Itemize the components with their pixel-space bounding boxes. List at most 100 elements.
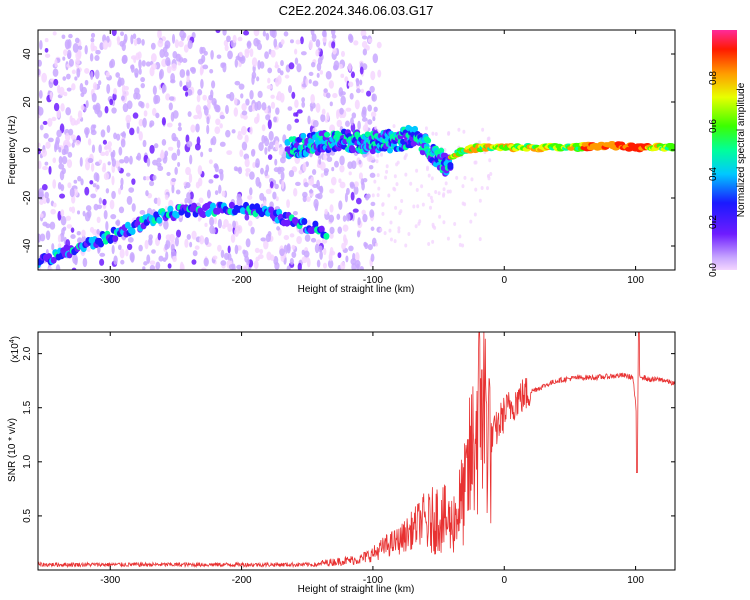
heatmap-cell (300, 36, 304, 45)
heatmap-cell (38, 233, 42, 243)
heatmap-cell (344, 192, 348, 203)
heatmap-cell (94, 55, 100, 62)
heatmap-cell (429, 195, 433, 200)
snr-y-label: SNR (10 * v/v) (7, 418, 18, 482)
heatmap-cell (146, 254, 151, 264)
heatmap-cell (217, 244, 222, 252)
heatmap-cell (263, 199, 267, 207)
heatmap-cell (447, 130, 451, 135)
heatmap-cell (249, 126, 253, 135)
heatmap-cell (118, 206, 125, 214)
heatmap-cell (138, 68, 142, 75)
heatmap-cell (146, 157, 151, 167)
heatmap-cell (67, 151, 73, 158)
heatmap-cell (273, 116, 277, 123)
x-tick-label: 100 (627, 275, 644, 286)
heatmap-cell (312, 220, 319, 228)
heatmap-cell (297, 262, 302, 270)
heatmap-cell (195, 104, 202, 115)
heatmap-cell (81, 229, 86, 237)
heatmap-cell (447, 163, 454, 170)
heatmap-cell (270, 49, 276, 58)
heatmap-cell (288, 169, 295, 178)
heatmap-cell (280, 171, 285, 181)
heatmap-cell (233, 107, 239, 117)
heatmap-cell (487, 176, 491, 181)
heatmap-cell (274, 158, 278, 166)
heatmap-cell (103, 172, 110, 181)
heatmap-cell (215, 30, 221, 34)
snr-multiplier-exponent: 4 (9, 339, 16, 343)
heatmap-cell (389, 220, 393, 225)
heatmap-cell (221, 190, 226, 197)
heatmap-cell (339, 107, 344, 115)
heatmap-cell (246, 258, 250, 266)
heatmap-cell (226, 35, 231, 43)
heatmap-cell (370, 111, 377, 118)
snr-x-label: Height of straight line (km) (298, 584, 415, 595)
heatmap-cell (257, 90, 263, 99)
heatmap-cell (308, 79, 312, 84)
heatmap-cell (256, 39, 261, 45)
heatmap-cell (371, 193, 375, 198)
heatmap-cell (71, 83, 76, 91)
heatmap-cell (197, 165, 203, 176)
heatmap-cell (254, 247, 260, 254)
heatmap-cell (319, 250, 323, 260)
heatmap-cell (433, 225, 437, 230)
heatmap-cell (166, 171, 171, 176)
heatmap-cell (234, 80, 241, 86)
y-tick-label: 0 (22, 147, 33, 153)
heatmap-cell (113, 132, 118, 140)
heatmap-cell (79, 156, 83, 167)
heatmap-cell (399, 209, 403, 214)
heatmap-cell (161, 85, 166, 94)
heatmap-cell (236, 264, 243, 270)
heatmap-cell (379, 227, 383, 232)
heatmap-cell (113, 88, 118, 95)
heatmap-cell (131, 178, 136, 185)
heatmap-cell (273, 167, 280, 173)
heatmap-cell (53, 78, 59, 86)
heatmap-cell (151, 249, 156, 254)
heatmap-cell (129, 155, 133, 165)
heatmap-cell (217, 218, 222, 229)
heatmap-cell (223, 219, 229, 228)
heatmap-cell (87, 157, 94, 164)
heatmap-cell (196, 136, 201, 146)
heatmap-cell (164, 205, 169, 213)
heatmap-cell (323, 131, 330, 138)
heatmap-cell (165, 251, 169, 260)
heatmap-cell (312, 183, 319, 189)
heatmap-cell (303, 181, 309, 188)
heatmap-cell (393, 174, 397, 179)
heatmap-cell (302, 191, 308, 198)
heatmap-cell (164, 44, 169, 49)
heatmap-cell (249, 48, 254, 58)
heatmap-cell (214, 164, 219, 173)
heatmap-cell (120, 132, 127, 137)
heatmap-cell (412, 204, 416, 209)
heatmap-cell (234, 58, 238, 68)
heatmap-cell (84, 44, 88, 55)
heatmap-cell (338, 200, 343, 210)
heatmap-cell (66, 87, 72, 92)
heatmap-cell (259, 248, 264, 255)
heatmap-cell (251, 57, 258, 67)
heatmap-cell (370, 70, 376, 81)
heatmap-cell (210, 49, 214, 60)
heatmap-cell (236, 224, 243, 234)
heatmap-cell (273, 38, 278, 48)
heatmap-cell (249, 171, 255, 180)
colorbar-tick-label: 0.4 (708, 167, 719, 181)
heatmap-cell (332, 93, 338, 99)
heatmap-cell (47, 137, 54, 143)
heatmap-cell (174, 236, 179, 247)
heatmap-cell (179, 68, 186, 78)
heatmap-cell (280, 156, 286, 164)
heatmap-cell (228, 263, 235, 270)
heatmap-cell (99, 252, 106, 257)
heatmap-cell (461, 243, 465, 248)
heatmap-cell (204, 236, 209, 246)
heatmap-cell (117, 166, 121, 172)
